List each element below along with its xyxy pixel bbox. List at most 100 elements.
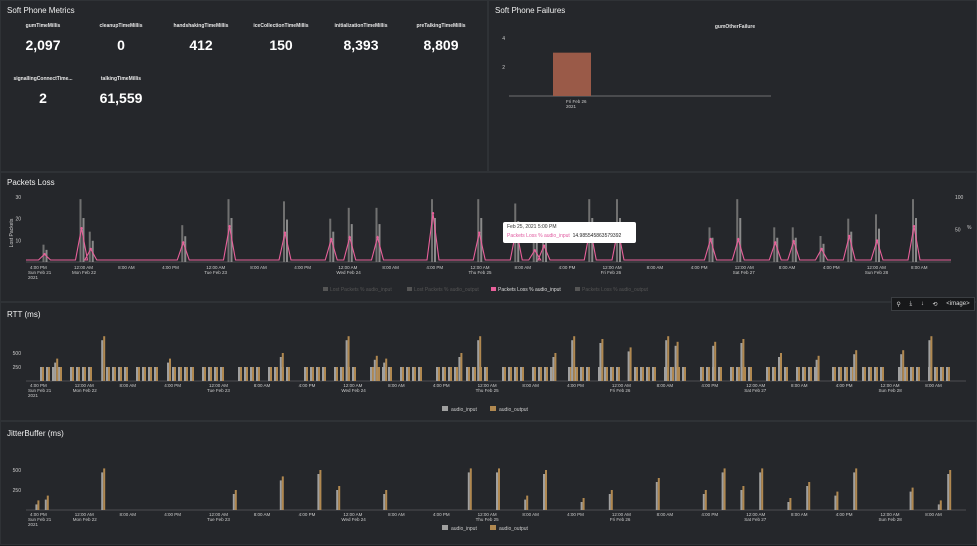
legend-label: Lost Packets % audio_input	[330, 287, 392, 293]
x-tick-label: 12:00 AM	[206, 265, 225, 270]
bar	[571, 340, 574, 381]
download-icon[interactable]: ⤓	[909, 300, 913, 307]
bar	[42, 367, 44, 381]
panel-title: Soft Phone Failures	[495, 6, 566, 15]
bar	[378, 367, 380, 381]
bar	[88, 367, 90, 381]
bar	[532, 231, 535, 262]
metric-tile: handshakingTimeMillis 412	[161, 23, 241, 53]
bar	[35, 504, 38, 510]
bar	[46, 495, 49, 510]
bar	[460, 353, 463, 381]
x-tick-label: 8:00 AM	[120, 512, 137, 517]
x-tick-label: 4:00 PM	[836, 383, 853, 388]
metric-value: 61,559	[99, 90, 143, 106]
bar	[836, 491, 839, 510]
bar	[466, 367, 468, 381]
bar	[474, 367, 476, 381]
bar	[279, 357, 282, 381]
x-tick-label: 8:00 AM	[791, 383, 808, 388]
bar	[586, 367, 588, 381]
bar	[582, 367, 584, 381]
bar	[634, 367, 636, 381]
bar	[947, 474, 950, 510]
x-tick-label: Sun Feb 28	[865, 270, 889, 275]
bar	[714, 341, 717, 381]
bar	[900, 354, 903, 381]
bar	[721, 472, 724, 510]
x-tick-label: 8:00 AM	[522, 512, 539, 517]
x-tick-label: 12:00 AM	[470, 265, 489, 270]
bar	[711, 237, 714, 262]
x-tick-label: 2021	[566, 104, 577, 109]
bar	[948, 367, 950, 381]
bar	[167, 362, 169, 381]
y2-axis-label: %	[967, 225, 972, 231]
zoom-icon[interactable]: ⚲	[896, 301, 901, 308]
metric-label: iceCollectionTimeMillis	[253, 23, 309, 29]
x-tick-label: 8:00 AM	[254, 512, 271, 517]
rtt-panel: RTT (ms) 500 250 4:00 PM Sun Feb 21 2021 12:0…	[0, 302, 977, 421]
image-export-button[interactable]: <image>	[946, 301, 970, 307]
bar	[144, 367, 146, 381]
bar	[390, 367, 392, 381]
data-point	[820, 247, 823, 251]
bar	[802, 367, 804, 381]
legend-swatch	[575, 287, 580, 291]
bar	[210, 367, 212, 381]
bar	[304, 367, 306, 381]
metric-value: 0	[117, 37, 125, 53]
bar	[538, 367, 540, 381]
bar	[902, 350, 905, 381]
x-tick-label: 12:00 AM	[338, 265, 357, 270]
bar	[604, 367, 606, 381]
bar	[930, 336, 933, 381]
bar	[909, 491, 912, 510]
bar	[142, 367, 144, 381]
bar	[780, 353, 782, 381]
bar	[190, 367, 192, 381]
bar	[60, 367, 62, 381]
bar	[268, 367, 270, 381]
x-tick-label: 12:00 AM	[880, 512, 899, 517]
bar	[712, 345, 715, 381]
y-tick-label: 500	[13, 468, 22, 474]
data-point	[533, 249, 536, 252]
bar	[670, 367, 672, 381]
legend-label: audio_output	[499, 407, 529, 413]
bar	[414, 367, 416, 381]
reset-icon[interactable]: ⟲	[932, 301, 938, 308]
metric-label: cleanupTimeMillis	[99, 23, 143, 29]
legend-label: Lost Packets % audio_output	[414, 287, 479, 293]
x-tick-label: 8:00 AM	[382, 265, 399, 270]
arrow-down-icon[interactable]: ↓	[920, 301, 924, 307]
bar	[678, 367, 680, 381]
bar	[204, 367, 206, 381]
bar	[385, 358, 388, 381]
y2-tick-label: 50	[955, 228, 961, 234]
bar	[112, 367, 114, 381]
bar	[815, 359, 818, 381]
bar	[383, 362, 386, 381]
x-tick-label: 2021	[28, 522, 39, 527]
data-point	[182, 241, 185, 244]
bar	[418, 367, 420, 381]
bar	[526, 495, 529, 510]
bar	[718, 367, 720, 381]
bar	[56, 358, 59, 381]
bar	[408, 367, 410, 381]
bar	[606, 367, 608, 381]
bar	[804, 367, 806, 381]
x-tick-label: 4:00 PM	[433, 512, 450, 517]
x-tick-label: 4:00 PM	[567, 512, 584, 517]
bar	[654, 367, 656, 381]
metric-tile: iceCollectionTimeMillis 150	[241, 23, 321, 53]
bar	[101, 472, 104, 510]
bar	[238, 367, 240, 381]
bar	[319, 470, 322, 510]
bar	[550, 367, 552, 381]
